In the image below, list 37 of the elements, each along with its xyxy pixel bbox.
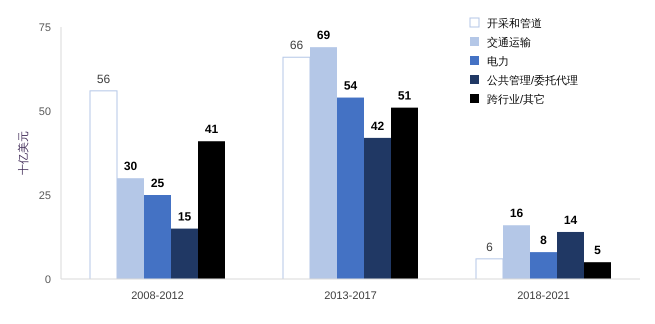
- legend-label: 交通运输: [487, 36, 531, 49]
- data-label: 69: [316, 28, 330, 42]
- data-label: 41: [204, 122, 218, 136]
- bar: [530, 252, 557, 279]
- bar: [391, 108, 418, 279]
- data-label: 54: [344, 78, 358, 93]
- y-tick-label: 75: [38, 22, 51, 34]
- y-tick-label: 0: [44, 274, 51, 286]
- bar: [198, 141, 225, 279]
- legend-label: 公共管理/委托代理: [487, 74, 578, 87]
- data-label: 25: [150, 176, 164, 190]
- data-label: 14: [564, 212, 578, 227]
- data-label: 56: [96, 72, 110, 86]
- x-tick-label: 2018-2021: [517, 290, 570, 302]
- data-label: 51: [398, 88, 412, 103]
- data-label: 16: [510, 206, 524, 220]
- data-label: 15: [178, 210, 192, 224]
- bar: [144, 195, 171, 279]
- data-label: 66: [290, 38, 304, 52]
- data-label: 6: [486, 240, 494, 254]
- y-tick-label: 25: [38, 190, 51, 202]
- data-label: 8: [540, 233, 548, 248]
- data-label: 5: [594, 243, 602, 258]
- x-tick-label: 2008-2012: [131, 290, 184, 302]
- legend-label: 跨行业/其它: [487, 93, 546, 106]
- bar: [557, 232, 584, 279]
- x-tick-label: 2013-2017: [324, 290, 377, 302]
- y-axis-title: 十亿美元: [17, 131, 30, 175]
- legend-label: 电力: [487, 55, 509, 68]
- bar: [337, 98, 364, 279]
- bar: [584, 262, 611, 279]
- y-tick-label: 50: [38, 106, 51, 118]
- bar: [364, 138, 391, 279]
- data-label: 42: [370, 118, 384, 133]
- bar: [171, 228, 198, 279]
- legend-label: 开采和管道: [487, 17, 542, 30]
- data-label: 30: [124, 159, 138, 174]
